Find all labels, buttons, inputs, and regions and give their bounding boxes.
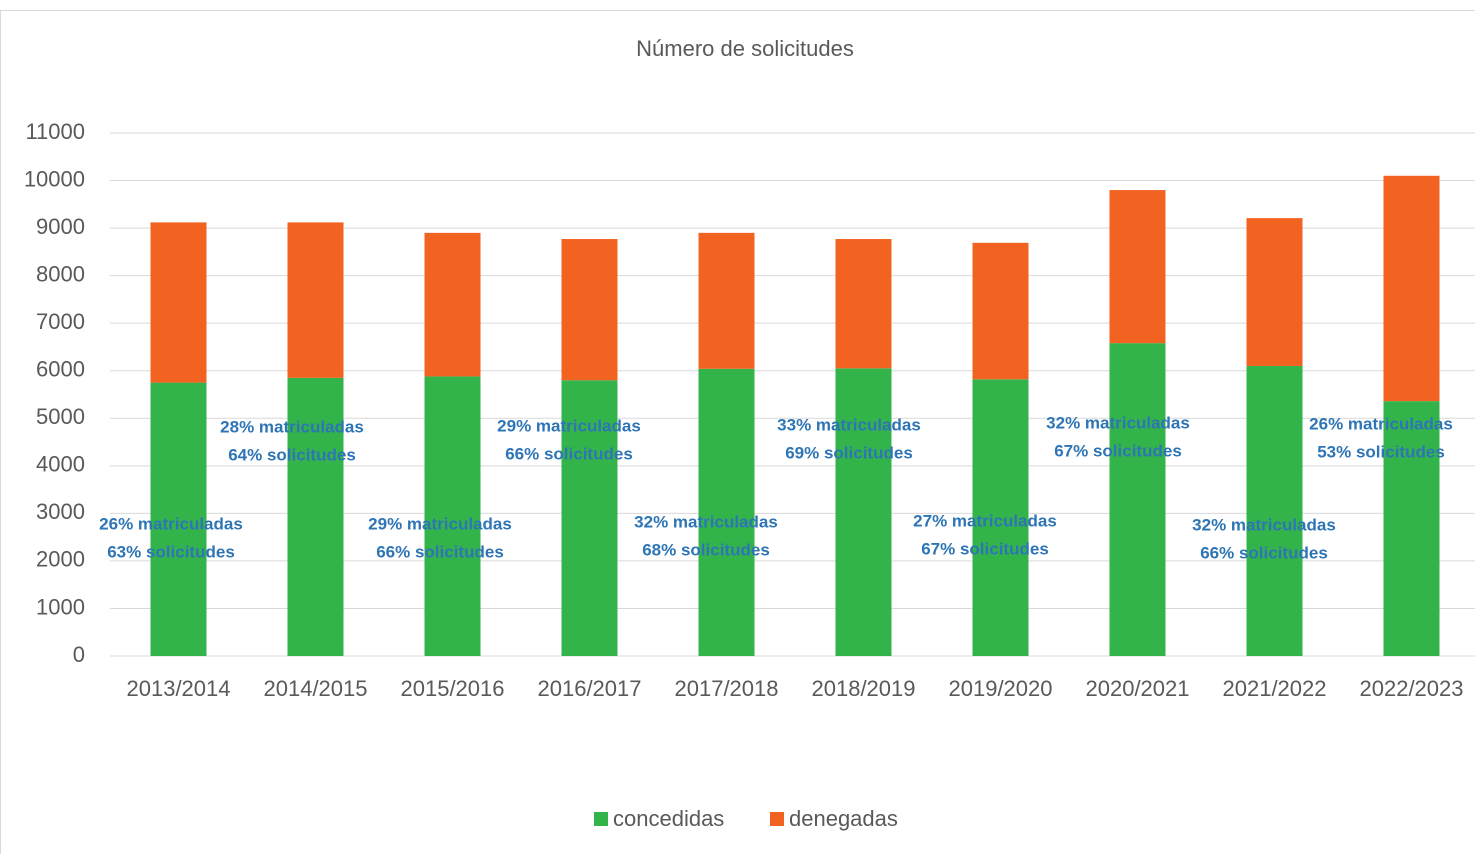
y-tick-label: 2000 bbox=[36, 547, 85, 572]
x-tick-label: 2020/2021 bbox=[1086, 676, 1190, 701]
annotation: 32% matriculadas bbox=[1192, 515, 1336, 534]
annotation: 64% solicitudes bbox=[228, 445, 356, 464]
bar-segment bbox=[1246, 218, 1303, 366]
annotation: 32% matriculadas bbox=[1046, 413, 1190, 432]
bar-segment bbox=[1383, 401, 1440, 656]
legend-swatch bbox=[594, 812, 608, 826]
bar-segment bbox=[835, 239, 892, 369]
bar-segment bbox=[287, 222, 344, 378]
chart-title: Número de solicitudes bbox=[636, 36, 854, 61]
x-tick-label: 2017/2018 bbox=[675, 676, 779, 701]
annotation: 69% solicitudes bbox=[785, 443, 913, 462]
y-tick-label: 8000 bbox=[36, 261, 85, 286]
annotation: 66% solicitudes bbox=[505, 444, 633, 463]
y-tick-label: 7000 bbox=[36, 309, 85, 334]
y-tick-label: 0 bbox=[73, 642, 85, 667]
bar-segment bbox=[698, 368, 755, 656]
annotation: 29% matriculadas bbox=[368, 514, 512, 533]
y-tick-label: 3000 bbox=[36, 499, 85, 524]
bar-segment bbox=[972, 379, 1029, 656]
bar-segment bbox=[150, 382, 207, 656]
annotation: 63% solicitudes bbox=[107, 542, 235, 561]
y-tick-label: 6000 bbox=[36, 357, 85, 382]
bar-segment bbox=[1109, 343, 1166, 656]
chart-border bbox=[0, 10, 1475, 854]
y-tick-label: 11000 bbox=[25, 119, 85, 144]
bar-segment bbox=[424, 376, 481, 656]
annotation: 27% matriculadas bbox=[913, 511, 1057, 530]
y-tick-label: 4000 bbox=[36, 452, 85, 477]
y-tick-label: 1000 bbox=[36, 594, 85, 619]
x-tick-label: 2013/2014 bbox=[127, 676, 231, 701]
x-tick-label: 2016/2017 bbox=[538, 676, 642, 701]
bar-segment bbox=[972, 242, 1029, 380]
annotation: 28% matriculadas bbox=[220, 417, 364, 436]
annotation: 29% matriculadas bbox=[497, 416, 641, 435]
annotation: 66% solicitudes bbox=[1200, 543, 1328, 562]
bar-segment bbox=[561, 380, 618, 656]
x-tick-label: 2022/2023 bbox=[1360, 676, 1464, 701]
annotation: 67% solicitudes bbox=[1054, 441, 1182, 460]
bar-segment bbox=[150, 222, 207, 383]
bar-segment bbox=[424, 232, 481, 377]
annotation: 68% solicitudes bbox=[642, 540, 770, 559]
bar-segment bbox=[287, 377, 344, 656]
x-tick-label: 2015/2016 bbox=[401, 676, 505, 701]
x-tick-label: 2019/2020 bbox=[949, 676, 1053, 701]
bar-segment bbox=[698, 232, 755, 369]
legend-label: denegadas bbox=[789, 806, 898, 831]
annotation: 33% matriculadas bbox=[777, 415, 921, 434]
annotation: 26% matriculadas bbox=[1309, 414, 1453, 433]
annotation: 32% matriculadas bbox=[634, 512, 778, 531]
legend-label: concedidas bbox=[613, 806, 724, 831]
x-tick-label: 2021/2022 bbox=[1223, 676, 1327, 701]
bar-segment bbox=[1109, 190, 1166, 344]
annotation: 26% matriculadas bbox=[99, 514, 243, 533]
y-tick-label: 10000 bbox=[24, 166, 85, 191]
x-tick-label: 2018/2019 bbox=[812, 676, 916, 701]
annotation: 66% solicitudes bbox=[376, 542, 504, 561]
x-tick-label: 2014/2015 bbox=[264, 676, 368, 701]
bar-segment bbox=[1246, 365, 1303, 656]
annotation: 53% solicitudes bbox=[1317, 442, 1445, 461]
y-tick-label: 5000 bbox=[36, 404, 85, 429]
legend-swatch bbox=[770, 812, 784, 826]
annotation: 67% solicitudes bbox=[921, 539, 1049, 558]
bar-segment bbox=[1383, 175, 1440, 402]
bar-segment bbox=[835, 368, 892, 656]
bar-segment bbox=[561, 239, 618, 381]
y-tick-label: 9000 bbox=[36, 214, 85, 239]
